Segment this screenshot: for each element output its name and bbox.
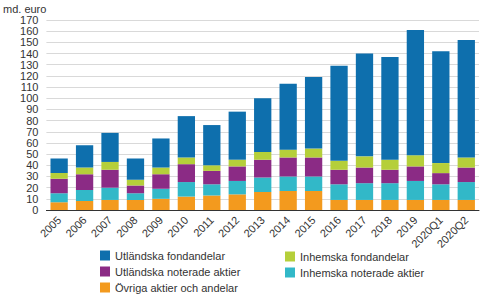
svg-text:Utländska fondandelar: Utländska fondandelar xyxy=(115,250,225,262)
svg-text:30: 30 xyxy=(26,170,38,182)
svg-text:2020Q1: 2020Q1 xyxy=(408,213,446,250)
svg-text:0: 0 xyxy=(32,204,38,216)
svg-text:Övriga aktier och andelar: Övriga aktier och andelar xyxy=(115,282,238,294)
svg-text:2020Q2: 2020Q2 xyxy=(434,214,470,250)
svg-text:2019: 2019 xyxy=(393,213,420,240)
svg-text:2015: 2015 xyxy=(292,214,318,240)
svg-text:2010: 2010 xyxy=(165,214,191,240)
svg-text:50: 50 xyxy=(26,148,38,160)
svg-text:40: 40 xyxy=(26,159,38,171)
svg-text:Inhemska fondandelar: Inhemska fondandelar xyxy=(300,251,409,263)
svg-text:60: 60 xyxy=(26,137,38,149)
svg-text:170: 170 xyxy=(20,14,38,26)
svg-text:2017: 2017 xyxy=(343,214,369,240)
svg-text:2008: 2008 xyxy=(114,214,140,240)
svg-text:2012: 2012 xyxy=(216,214,242,240)
svg-text:130: 130 xyxy=(20,59,38,71)
svg-text:90: 90 xyxy=(26,103,38,115)
svg-text:150: 150 xyxy=(20,36,38,48)
svg-text:2009: 2009 xyxy=(139,214,165,240)
svg-text:2005: 2005 xyxy=(38,214,64,240)
svg-text:110: 110 xyxy=(21,81,39,93)
svg-text:160: 160 xyxy=(20,25,38,37)
svg-text:70: 70 xyxy=(26,126,38,138)
svg-text:80: 80 xyxy=(26,115,38,127)
svg-text:Utländska noterade aktier: Utländska noterade aktier xyxy=(115,266,241,278)
svg-text:2006: 2006 xyxy=(63,214,89,240)
svg-text:2014: 2014 xyxy=(267,214,293,240)
svg-text:Inhemska noterade aktier: Inhemska noterade aktier xyxy=(300,267,424,279)
svg-text:2013: 2013 xyxy=(241,214,267,240)
svg-text:2018: 2018 xyxy=(368,214,394,240)
svg-text:2016: 2016 xyxy=(318,214,344,240)
svg-text:20: 20 xyxy=(26,182,38,194)
svg-text:10: 10 xyxy=(26,193,38,205)
svg-text:140: 140 xyxy=(20,48,38,60)
svg-text:120: 120 xyxy=(20,70,38,82)
svg-text:2011: 2011 xyxy=(191,214,216,239)
svg-text:2007: 2007 xyxy=(89,214,115,240)
svg-text:md. euro: md. euro xyxy=(3,3,46,15)
svg-text:100: 100 xyxy=(20,92,38,104)
